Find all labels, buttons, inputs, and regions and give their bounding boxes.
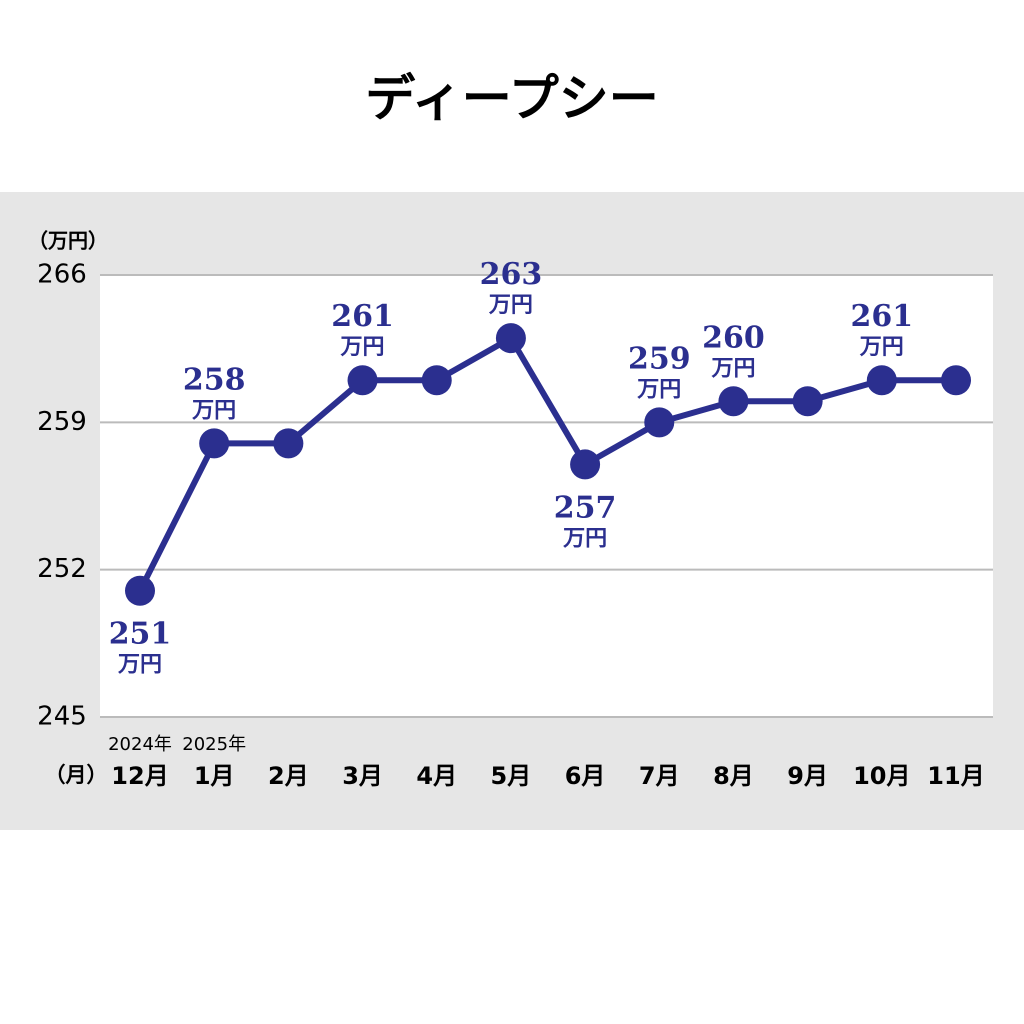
data-label: 259 [628,341,691,376]
point [495,323,526,354]
point [421,365,452,396]
point [941,365,971,396]
data-label-unit: 万円 [340,335,385,360]
x-tick-label: 10月 [853,762,910,790]
x-unit-label: （月） [45,763,108,787]
y-tick-label: 266 [37,260,87,290]
point [718,386,749,417]
y-tick-label: 245 [37,702,87,732]
x-tick-label: 11月 [927,762,984,790]
x-tick-label: 5月 [491,762,532,790]
data-label-unit: 万円 [710,356,755,381]
x-tick-label: 9月 [787,762,828,790]
data-label-unit: 万円 [859,335,904,360]
x-tick-label: 6月 [565,762,606,790]
year-label: 2024年 [108,734,172,755]
point [644,407,675,438]
data-label: 261 [851,299,914,334]
data-label: 257 [554,490,617,525]
x-tick-label: 1月 [194,762,235,790]
data-label-unit: 万円 [636,377,681,402]
point [866,365,897,396]
data-label-unit: 万円 [488,293,533,318]
x-tick-label: 8月 [713,762,754,790]
data-label: 251 [109,617,172,652]
x-tick-label: 4月 [416,762,457,790]
chart-title: ディープシー [365,70,659,128]
y-unit-label: （万円） [28,229,108,253]
y-tick-label: 259 [37,407,87,437]
data-label: 258 [183,362,246,397]
data-label-unit: 万円 [117,653,162,678]
point [273,428,304,459]
point [199,428,230,459]
x-tick-label: 3月 [342,762,383,790]
x-tick-label: 7月 [639,762,680,790]
data-label-unit: 万円 [562,526,607,551]
year-label: 2025年 [182,734,246,755]
data-label: 260 [702,320,765,355]
point [347,365,378,396]
point [125,575,155,606]
data-label: 261 [331,299,394,334]
x-tick-label: 2月 [268,762,309,790]
data-label: 263 [480,257,543,292]
point [570,449,601,480]
y-tick-label: 252 [37,554,87,584]
point [792,386,823,417]
x-tick-label: 12月 [111,762,168,790]
data-label-unit: 万円 [191,398,236,423]
plot-area [100,275,993,717]
